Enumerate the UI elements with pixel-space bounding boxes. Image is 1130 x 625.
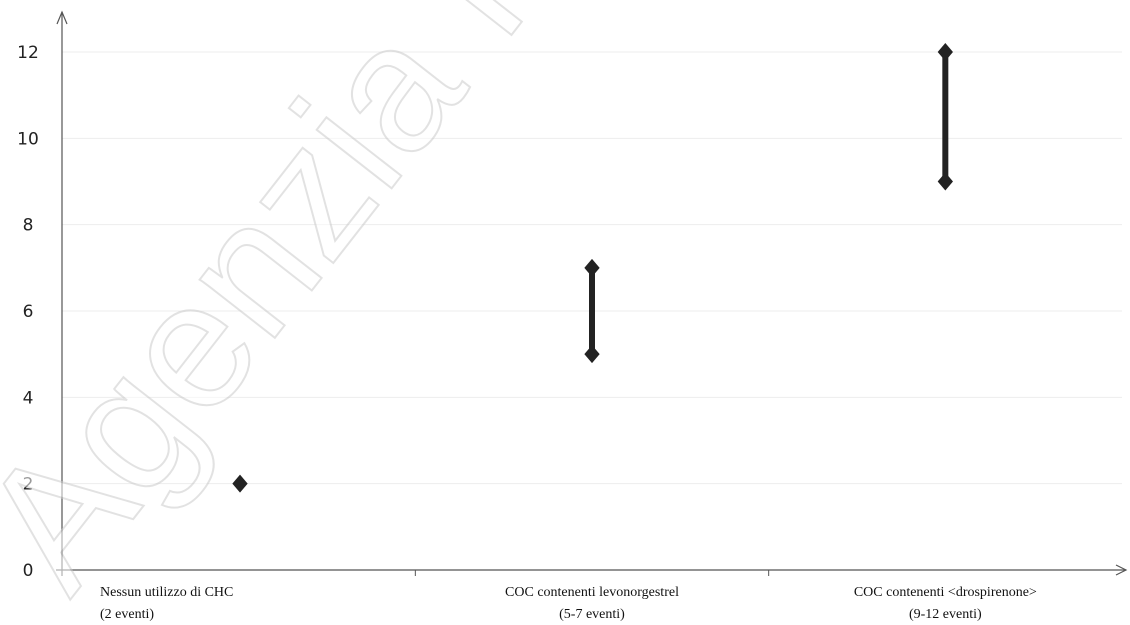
y-tick-label: 0 <box>23 561 34 581</box>
category-labels: Nessun utilizzo di CHC (2 eventi) COC cont… <box>100 585 1037 622</box>
range-marker <box>937 172 953 191</box>
category-label: Nessun utilizzo di CHC <box>100 585 233 600</box>
y-tick-label: 10 <box>17 129 39 149</box>
x-axis-arrow <box>1115 564 1128 576</box>
category-sublabel: (2 eventi) <box>100 607 154 622</box>
range-marker <box>937 43 953 61</box>
category-label: COC contenenti levonorgestrel <box>505 585 679 600</box>
y-tick-labels: 0 2 4 6 8 10 12 <box>17 43 39 581</box>
range-mark <box>232 474 248 493</box>
y-tick-label: 12 <box>17 43 39 63</box>
y-axis-arrow <box>56 10 68 25</box>
range-marker <box>584 345 600 364</box>
category-sublabel: (9-12 eventi) <box>909 607 982 622</box>
category-sublabel: (5-7 eventi) <box>559 607 625 622</box>
range-marker <box>232 474 248 493</box>
range-mark <box>584 258 600 364</box>
y-tick-label: 4 <box>23 388 34 408</box>
range-marks <box>232 43 953 493</box>
y-tick-label: 8 <box>23 216 34 236</box>
y-tick-label: 6 <box>23 302 34 322</box>
y-tick-label: 2 <box>23 475 34 495</box>
axes <box>56 10 1128 576</box>
range-marker <box>584 258 600 277</box>
range-mark <box>937 43 953 191</box>
category-label: COC contenenti <drospirenone> <box>854 585 1037 600</box>
